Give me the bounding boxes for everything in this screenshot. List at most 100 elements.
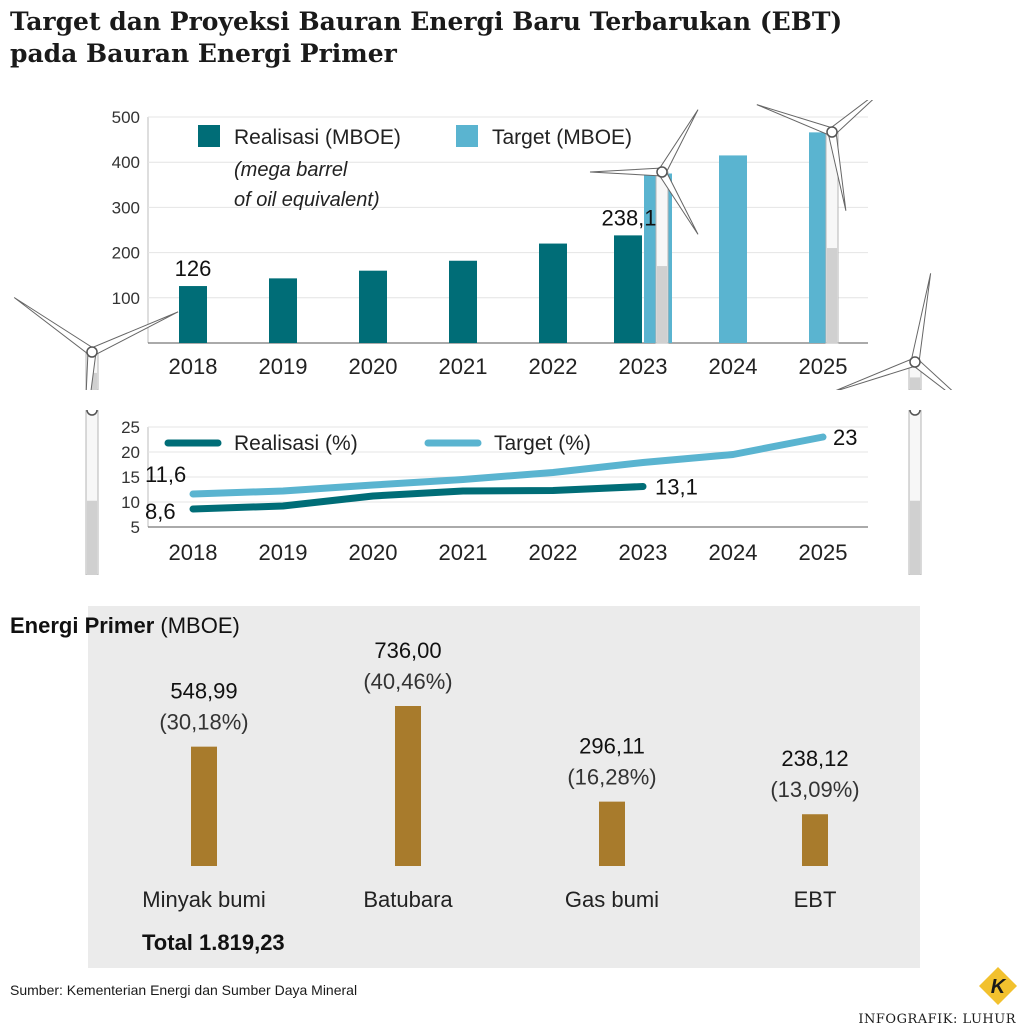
energi-category-label: Gas bumi	[565, 887, 659, 912]
turbine-hub	[909, 410, 921, 416]
turbine-blade	[657, 109, 699, 175]
x-tick-label: 2024	[709, 354, 758, 379]
energi-value-label: 548,99	[170, 679, 237, 704]
energi-category-label: EBT	[794, 887, 837, 912]
svg-text:K: K	[991, 976, 1007, 998]
legend-label-realisasi: Realisasi (MBOE)	[234, 126, 401, 149]
line-value-label: 13,1	[655, 475, 698, 500]
realisasi-bar	[359, 270, 387, 343]
x-tick-label: 2024	[709, 540, 758, 565]
x-tick-label: 2025	[799, 354, 848, 379]
turbine-tower-shade	[87, 500, 97, 575]
bar-value-label: 126	[175, 256, 212, 281]
y-tick-label: 100	[112, 289, 140, 308]
title-line-1: Target dan Proyeksi Bauran Energi Baru T…	[10, 7, 843, 36]
energi-category-label: Minyak bumi	[142, 887, 265, 912]
legend-swatch-realisasi	[198, 125, 220, 147]
energi-primer-panel: Energi Primer (MBOE) 548,99 (30,18%) Minyak…	[10, 606, 920, 968]
turbine-hub	[86, 346, 98, 358]
title-line-2: pada Bauran Energi Primer	[10, 39, 397, 68]
line-value-label: 8,6	[145, 499, 176, 524]
turbine-hub	[826, 126, 838, 138]
infographic-credit: INFOGRAFIK: LUHUR	[858, 1012, 1016, 1027]
x-tick-label: 2020	[349, 354, 398, 379]
turbine-blade	[89, 311, 179, 357]
turbine-tower-shade	[910, 500, 920, 575]
x-tick-label: 2022	[529, 354, 578, 379]
turbine-blade	[756, 104, 835, 137]
turbine-tower-shade	[910, 377, 920, 390]
x-tick-label: 2022	[529, 540, 578, 565]
turbine-tower-shade	[827, 248, 837, 343]
legend-note-line-2: of oil equivalent)	[234, 189, 380, 211]
legend-swatch-target	[456, 125, 478, 147]
y-tick-label: 200	[112, 244, 140, 263]
line-value-label: 23	[833, 425, 857, 450]
legend-note-line-1: (mega barrel	[234, 159, 348, 181]
y-tick-label: 15	[121, 468, 140, 487]
x-tick-label: 2019	[259, 354, 308, 379]
kontan-logo-icon: K	[979, 967, 1017, 1005]
turbine-hub	[86, 410, 98, 416]
turbine-hub	[909, 356, 921, 368]
energi-primer-title-text: Energi Primer	[10, 613, 155, 638]
y-tick-label: 5	[131, 518, 140, 537]
energi-bar	[395, 706, 421, 866]
energi-bar	[802, 814, 828, 866]
turbine-blade	[13, 297, 96, 356]
realisasi-bar	[449, 260, 477, 343]
turbine-blade	[911, 358, 953, 390]
target-bar	[719, 155, 747, 343]
x-tick-label: 2025	[799, 540, 848, 565]
energi-percent-label: (40,46%)	[363, 669, 452, 694]
chart-title: Target dan Proyeksi Bauran Energi Baru T…	[10, 6, 842, 70]
energi-percent-label: (16,28%)	[567, 765, 656, 790]
turbine-tower-shade	[657, 266, 667, 343]
panel-background	[88, 606, 920, 968]
energi-percent-label: (30,18%)	[159, 710, 248, 735]
energi-value-label: 238,12	[781, 746, 848, 771]
x-tick-label: 2023	[619, 354, 668, 379]
legend-label-target: Target (MBOE)	[492, 126, 632, 149]
energi-percent-label: (13,09%)	[770, 777, 859, 802]
x-tick-label: 2023	[619, 540, 668, 565]
x-tick-label: 2021	[439, 540, 488, 565]
realisasi-bar	[614, 235, 642, 343]
y-tick-label: 500	[112, 108, 140, 127]
energi-primer-unit: (MBOE)	[154, 613, 240, 638]
wind-turbine-icon	[835, 273, 953, 390]
energi-value-label: 736,00	[374, 638, 441, 663]
x-tick-label: 2021	[439, 354, 488, 379]
wind-turbine-icon	[13, 297, 179, 390]
x-tick-label: 2020	[349, 540, 398, 565]
legend-label-realisasi: Realisasi (%)	[234, 432, 358, 455]
realisasi-bar	[179, 286, 207, 343]
y-tick-label: 20	[121, 443, 140, 462]
turbine-tower-extension	[85, 410, 99, 575]
wind-turbine-icon	[756, 100, 874, 344]
target-line	[189, 433, 827, 498]
turbine-blade	[589, 167, 663, 177]
x-tick-label: 2018	[169, 354, 218, 379]
realisasi-line	[189, 483, 647, 513]
y-tick-label: 25	[121, 418, 140, 437]
realisasi-bar	[539, 243, 567, 343]
x-tick-label: 2018	[169, 540, 218, 565]
y-tick-label: 400	[112, 153, 140, 172]
wind-turbine-icon	[589, 109, 699, 344]
x-tick-label: 2019	[259, 540, 308, 565]
energi-total-label: Total 1.819,23	[142, 930, 285, 955]
y-tick-label: 10	[121, 493, 140, 512]
legend-label-target: Target (%)	[494, 432, 591, 455]
source-note: Sumber: Kementerian Energi dan Sumber Da…	[10, 982, 358, 998]
turbine-blade	[828, 100, 874, 136]
energi-category-label: Batubara	[363, 887, 453, 912]
y-tick-label: 300	[112, 198, 140, 217]
realisasi-bar	[269, 278, 297, 343]
energi-value-label: 296,11	[579, 734, 645, 759]
turbine-tower-extension	[908, 410, 922, 575]
ebt-mboe-bar-chart: 100 200 300 400 500 2018 2019 2020 2021 2022 2023 2…	[13, 100, 953, 390]
bar-value-label: 238,1	[601, 205, 656, 230]
energi-bar	[599, 801, 625, 866]
